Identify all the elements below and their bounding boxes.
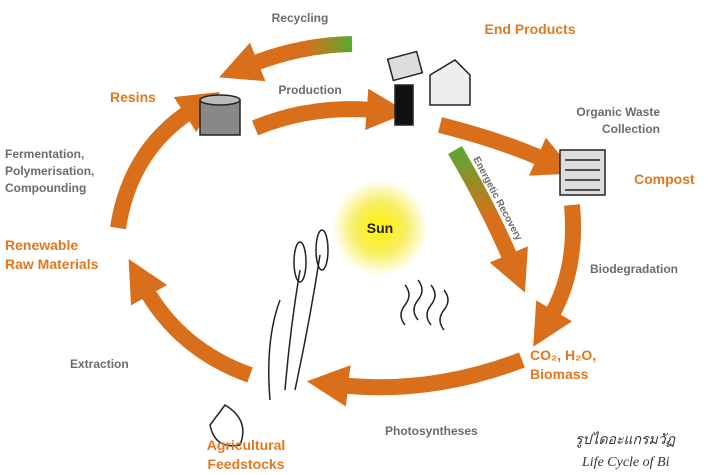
label-production: Production bbox=[278, 83, 341, 97]
label-line: Photosyntheses bbox=[385, 424, 478, 438]
label-line: Fermentation, bbox=[5, 147, 84, 161]
label-line: Biodegradation bbox=[590, 262, 678, 276]
label-fermentation: Fermentation, Polymerisation, Compounding bbox=[5, 147, 94, 195]
label-organic-waste: Organic Waste Collection bbox=[576, 105, 660, 136]
label-photosyntheses: Photosyntheses bbox=[385, 424, 478, 438]
label-sun: Sun bbox=[367, 220, 393, 236]
label-line: Recycling bbox=[272, 11, 329, 25]
label-recycling: Recycling bbox=[272, 11, 329, 25]
label-line: Renewable bbox=[5, 237, 78, 253]
label-line: End Products bbox=[484, 21, 575, 37]
diagram: Recycling End Products Resins Production Org… bbox=[0, 0, 718, 475]
label-compost: Compost bbox=[634, 171, 695, 187]
label-line: Compost bbox=[634, 171, 695, 187]
label-line: Agricultural bbox=[207, 437, 286, 453]
label-line: Compounding bbox=[5, 181, 86, 195]
label-line: Resins bbox=[110, 89, 156, 105]
label-line: Polymerisation, bbox=[5, 164, 94, 178]
label-renewable: Renewable Raw Materials bbox=[5, 237, 99, 272]
label-line: Biomass bbox=[530, 366, 589, 382]
label-line: Organic Waste bbox=[576, 105, 660, 119]
label-line: Sun bbox=[367, 220, 393, 236]
label-line: Extraction bbox=[70, 357, 129, 371]
caption: รูปไดอะแกรมวัฏ bbox=[575, 431, 677, 448]
label-extraction: Extraction bbox=[70, 357, 129, 371]
label-line: Raw Materials bbox=[5, 256, 99, 272]
label-line: CO₂, H₂O, bbox=[530, 347, 596, 363]
label-line: Feedstocks bbox=[207, 456, 284, 472]
label-biomass: CO₂, H₂O, Biomass bbox=[530, 347, 596, 382]
caption: Life Cycle of Bi bbox=[581, 455, 670, 470]
label-end-products: End Products bbox=[484, 21, 575, 37]
label-agricultural: Agricultural Feedstocks bbox=[207, 437, 286, 472]
label-resins: Resins bbox=[110, 89, 156, 105]
label-line: Collection bbox=[602, 122, 660, 136]
label-biodegradation: Biodegradation bbox=[590, 262, 678, 276]
label-line: Production bbox=[278, 83, 341, 97]
